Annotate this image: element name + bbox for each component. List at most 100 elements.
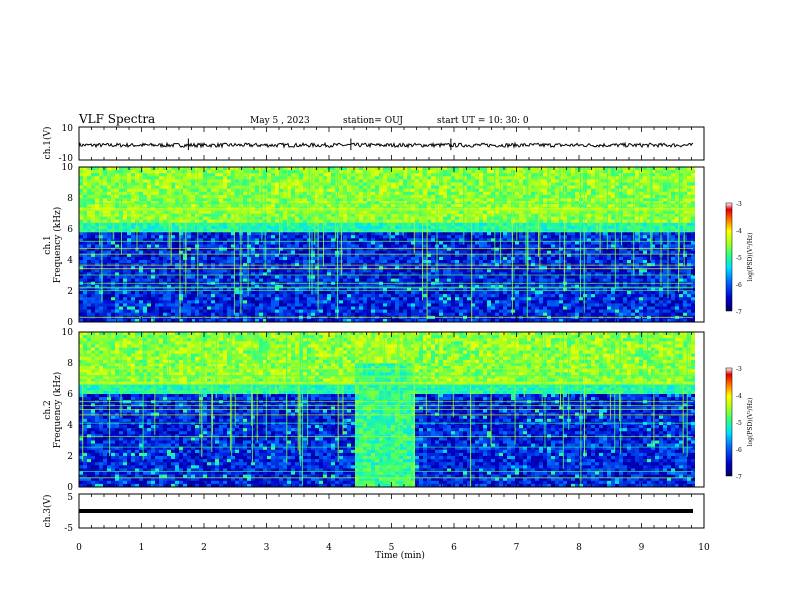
spectrogram-cell (179, 300, 183, 304)
spectrogram-cell (455, 179, 459, 183)
spectrogram-cell (127, 291, 131, 295)
spectrogram-cell (131, 294, 135, 298)
spectrogram-cell (179, 272, 183, 276)
spectrogram-cell (235, 266, 239, 270)
spectrogram-cell (207, 318, 211, 322)
spectrogram-cell (347, 167, 351, 171)
spectrogram-cell (187, 253, 191, 258)
spectrogram-cell (139, 244, 143, 248)
spectrogram-cell (431, 269, 435, 273)
spectrogram-cell (111, 312, 115, 317)
spectrogram-cell (459, 269, 463, 273)
spectrogram-cell (243, 278, 247, 282)
spectrogram-cell (247, 201, 251, 205)
spectrogram-cell (315, 229, 319, 233)
spectrogram-cell (187, 216, 191, 220)
spectrogram-cell (399, 291, 403, 295)
spectrogram-cell (459, 300, 463, 304)
spectrogram-cell (107, 219, 111, 224)
spectrogram-cell (195, 182, 199, 186)
spectrogram-cell (131, 278, 135, 282)
spectrogram-cell (451, 272, 455, 276)
spectrogram-cell (259, 284, 263, 289)
spectrogram-cell (375, 253, 379, 258)
spectrogram-cell (359, 287, 363, 292)
spectrogram-cell (91, 300, 95, 304)
spectrogram-cell (183, 225, 187, 230)
spectrogram-cell (143, 229, 147, 233)
spectrogram-cell (267, 260, 271, 264)
spectrogram-cell (267, 284, 271, 289)
spectrogram-cell (279, 232, 283, 236)
spectrogram-cell (443, 167, 447, 171)
spectrogram-cell (103, 309, 107, 313)
spectrogram-cell (147, 309, 151, 313)
spectrogram-cell (235, 253, 239, 258)
spectrogram-cell (411, 201, 415, 205)
spectrogram-cell (191, 198, 195, 202)
spectrogram-cell (443, 253, 447, 258)
spectrogram-cell (123, 194, 127, 199)
spectrogram-cell (131, 312, 135, 317)
spectrogram-cell (307, 297, 311, 301)
spectrogram-cell (143, 232, 147, 236)
spectrogram-cell (267, 300, 271, 304)
spectrogram-cell (199, 278, 203, 282)
spectrogram-cell (395, 309, 399, 313)
spectrogram-cell (103, 170, 107, 174)
spectrogram-cell (383, 201, 387, 205)
spectrogram-cell (183, 213, 187, 217)
spectrogram-cell (271, 194, 275, 199)
spectrogram-cell (459, 191, 463, 196)
spectrogram-cell (379, 191, 383, 196)
spectrogram-cell (83, 256, 87, 261)
spectrogram-cell (427, 229, 431, 233)
spectrogram-cell (255, 176, 259, 180)
spectrogram-cell (311, 222, 315, 227)
spectrogram-cell (183, 269, 187, 273)
spectrogram-cell (223, 173, 227, 177)
spectrogram-cell (427, 198, 431, 202)
spectrogram-cell (191, 194, 195, 199)
spectrogram-cell (79, 260, 83, 264)
spectrogram-cell (227, 297, 231, 301)
spectrogram-cell (179, 306, 183, 310)
spectrogram-cell (303, 238, 307, 242)
spectrogram-cell (175, 256, 179, 261)
spectrogram-cell (103, 176, 107, 180)
spectrogram-cell (463, 170, 467, 174)
spectrogram-cell (355, 266, 359, 270)
spectrogram-cell (303, 275, 307, 279)
spectrogram-cell (211, 182, 215, 186)
spectrogram-cell (227, 229, 231, 233)
spectrogram-cell (295, 260, 299, 264)
spectrogram-cell (127, 278, 131, 282)
spectrogram-cell (171, 173, 175, 177)
spectrogram-cell (451, 222, 455, 227)
spectrogram-cell (351, 275, 355, 279)
spectrogram-cell (123, 229, 127, 233)
spectrogram-cell (343, 250, 347, 255)
spectrogram-cell (343, 300, 347, 304)
spectrogram-cell (315, 266, 319, 270)
spectrogram-cell (179, 232, 183, 236)
spectrogram-cell (407, 247, 411, 251)
spectrogram-cell (391, 185, 395, 189)
spectrogram-cell (167, 300, 171, 304)
spectrogram-cell (295, 291, 299, 295)
spectrogram-cell (179, 222, 183, 227)
spectrogram-cell (115, 269, 119, 273)
spectrogram-cell (235, 173, 239, 177)
spectrogram-cell (147, 253, 151, 258)
spectrogram-cell (275, 318, 279, 322)
spectrogram-cell (199, 250, 203, 255)
spectrogram-cell (275, 167, 279, 171)
spectrogram-cell (259, 182, 263, 186)
spectrogram-cell (363, 278, 367, 282)
spectrogram-cell (383, 300, 387, 304)
spectrogram-cell (235, 182, 239, 186)
spectrogram-cell (107, 176, 111, 180)
spectrogram-cell (191, 241, 195, 245)
spectrogram-cell (219, 253, 223, 258)
spectrogram-cell (155, 232, 159, 236)
